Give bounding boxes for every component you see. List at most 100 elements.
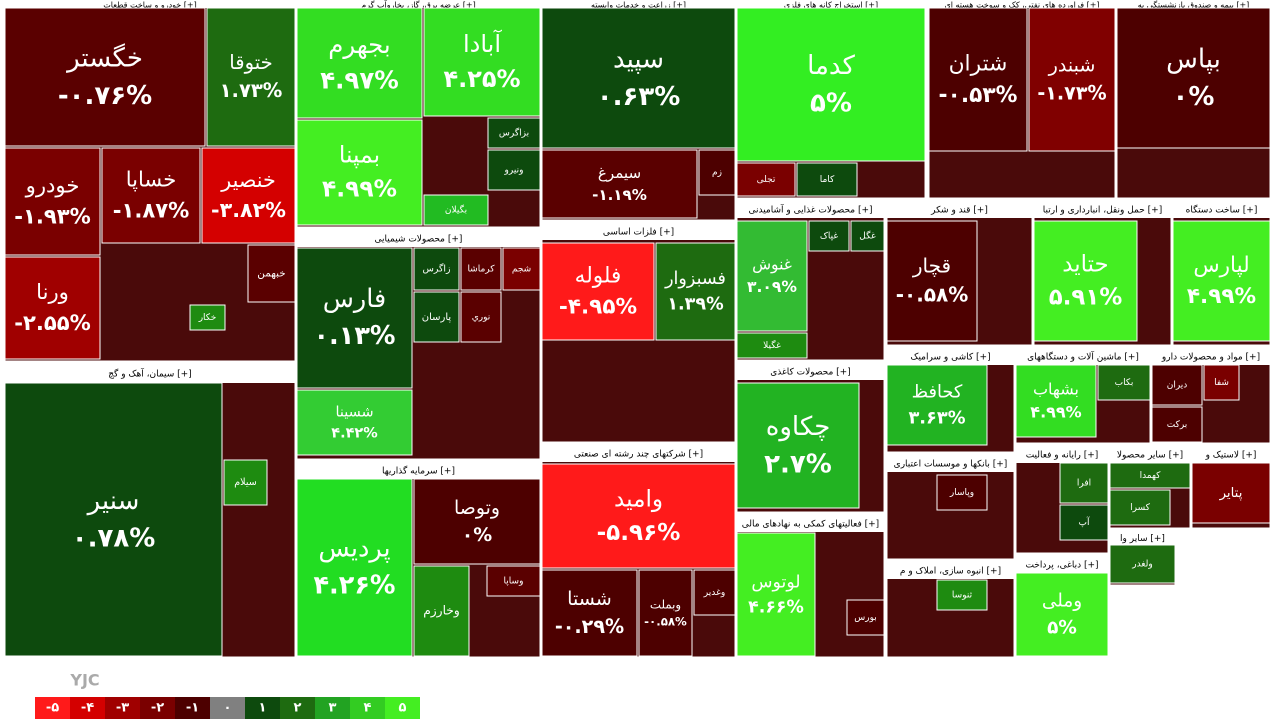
legend-label: ۳ [329, 701, 337, 716]
sector-header-bg [1152, 347, 1270, 365]
tile-name: بزاگرس [499, 127, 529, 139]
tile-name: شجم [512, 265, 531, 275]
tile [850, 220, 885, 252]
tile-name: وخارزم [423, 604, 460, 619]
legend-label: -۱ [186, 701, 199, 716]
sector-title: لاستیک و [+] [1205, 451, 1257, 461]
tile-name: فسبزوار [664, 269, 726, 289]
tile [1203, 364, 1240, 401]
sector-header-bg [1016, 347, 1150, 365]
tile-name: سنیر [86, 486, 140, 516]
legend-swatch [315, 697, 350, 719]
sector-header-bg [297, 229, 540, 247]
tile-name: ولغدر [1131, 560, 1153, 570]
tile-name: پردیس [318, 534, 390, 564]
tile [189, 304, 226, 331]
legend-label: ۵ [399, 701, 407, 716]
sector-title: شرکتهای چند رشته ای صنعتی [+] [574, 450, 703, 460]
tile-change: -۰.۵۳% [939, 83, 1018, 108]
tile [886, 364, 988, 446]
tile-change: -۵.۹۶% [597, 520, 681, 546]
tile-name: سیلام [234, 477, 257, 488]
sector-title: محصولات غذایی و آشامیدنی [+] [748, 204, 872, 216]
tile-change: -۰.۷۶% [58, 81, 152, 111]
sector-header-bg [297, 461, 540, 479]
tile-name: غگل [859, 230, 876, 242]
tile-name: وساپا [504, 577, 524, 587]
tile [296, 389, 413, 456]
tile-change: ۴.۲۶% [313, 571, 395, 601]
tile-name: تجلی [757, 175, 776, 185]
sector-header-bg [737, 200, 884, 218]
sector-header-bg [887, 561, 1014, 579]
tile [413, 291, 460, 343]
tile-name: غنوش [752, 256, 792, 275]
sector-title: سرمایه گذاریها [+] [382, 465, 455, 477]
tile-name: کهمدا [1140, 471, 1162, 481]
sector-title: عرضه برق، گاز، بخاروآب گرم [+] [361, 0, 476, 10]
sector-title: قند و شکر [+] [930, 206, 988, 216]
tile-name: دیران [1167, 381, 1188, 391]
legend-swatch [210, 697, 245, 719]
tile [1191, 462, 1271, 524]
legend-swatch [350, 697, 385, 719]
tile-name: ثنوسا [952, 591, 973, 601]
sector-title: سایر وا [+] [1120, 534, 1165, 544]
sector-header-bg [887, 454, 1014, 472]
sector-header-bg [887, 200, 1032, 218]
tile-change: ۳.۰۹% [747, 278, 797, 296]
tile [460, 291, 502, 343]
tile [223, 459, 268, 506]
legend-label: -۲ [151, 701, 164, 716]
tile-change: ۴.۶۶% [748, 598, 804, 618]
tile-change: ۳.۶۳% [908, 408, 965, 428]
tile [1033, 220, 1138, 342]
sector-header-bg [542, 0, 735, 8]
tile-name: نوري [472, 313, 491, 323]
tile-name: کرماشا [467, 265, 495, 275]
sector-title: ماشین آلات و دستگاههای [+] [1027, 351, 1139, 363]
tile-name: بورس [854, 613, 877, 623]
sector-header-bg [297, 0, 540, 8]
tile [936, 579, 988, 611]
sector-header-bg [1192, 445, 1270, 463]
tile-change: ۰% [1173, 82, 1215, 112]
sector-title: سیمان، آهک و گچ [+] [108, 368, 191, 380]
sector-header-bg [1016, 555, 1108, 573]
tile [846, 599, 885, 636]
sector-header-bg [737, 514, 884, 532]
sector-header-bg [737, 0, 925, 8]
legend-label: ۴ [364, 701, 372, 716]
tile [796, 162, 858, 197]
sector-title: زراعت و خدمات وابسته [+] [591, 1, 686, 10]
legend-label: -۴ [81, 701, 94, 716]
tile-name: خگستر [65, 42, 143, 73]
tile [541, 7, 736, 149]
legend-swatch [245, 697, 280, 719]
sector-header-bg [929, 0, 1115, 8]
tile-name: لپارس [1193, 253, 1249, 278]
sector-title: حمل ونقل، انبارداری و ارتبا [+] [1043, 206, 1162, 216]
tile [4, 256, 101, 360]
tile-change: ۲.۷% [764, 450, 832, 480]
legend-label: ۱ [259, 701, 267, 716]
sector-title: فعالیتهای کمکی به نهادهای مالی [+] [742, 520, 879, 530]
tile [541, 149, 698, 219]
tile-name: شتران [949, 51, 1008, 76]
legend-swatch [105, 697, 140, 719]
sector-title: دباغی، پرداخت [+] [1025, 561, 1098, 571]
tile [4, 382, 223, 657]
legend-swatch [280, 697, 315, 719]
tile [936, 474, 988, 511]
tile-name: حتاید [1062, 251, 1108, 277]
tile-change: ۴.۹۹% [1030, 403, 1081, 422]
sector-header-bg [5, 0, 295, 8]
sector-title: انبوه سازی، املاک و م [+] [900, 566, 1001, 577]
tile-name: چکاوه [766, 412, 831, 442]
tile-name: بپاس [1166, 44, 1221, 74]
tile [1116, 7, 1271, 149]
tile [1059, 462, 1109, 504]
legend-label: ۲ [294, 701, 302, 716]
tile [487, 149, 541, 191]
tile-name: کحافظ [912, 383, 963, 403]
